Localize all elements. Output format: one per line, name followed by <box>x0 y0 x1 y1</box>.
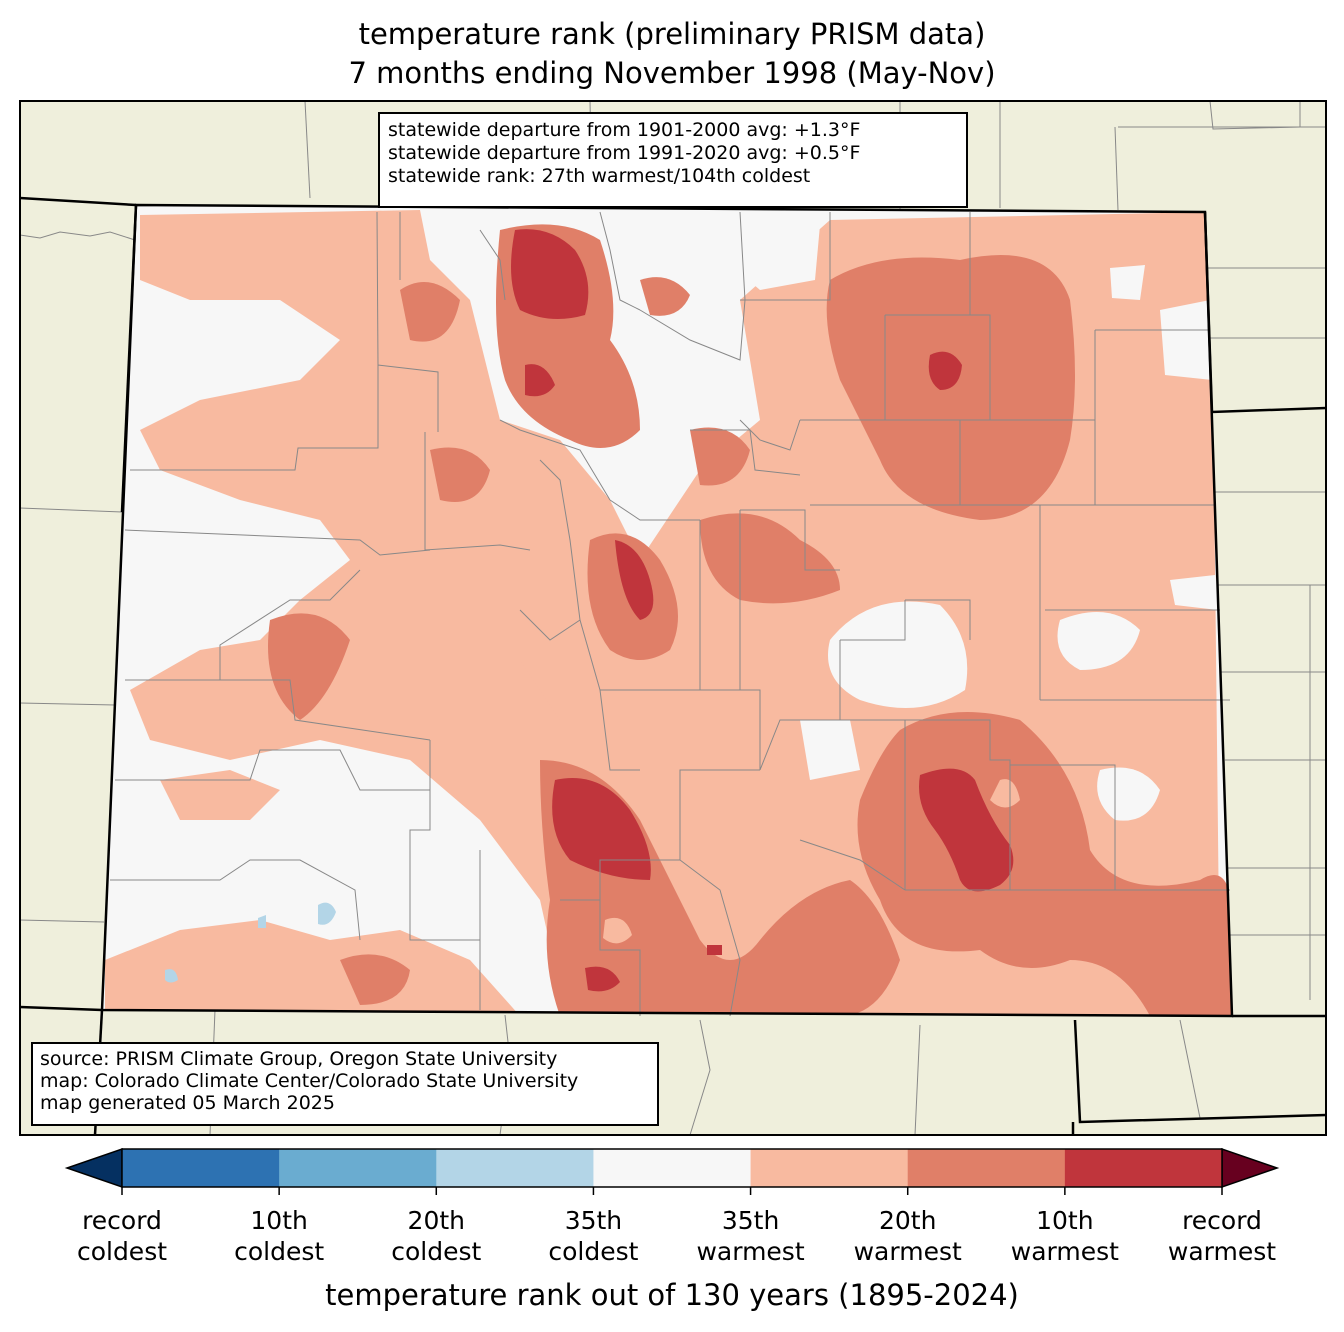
colorbar-segment <box>907 1149 1066 1187</box>
tick-label-line2: warmest <box>1010 1237 1119 1266</box>
colorbar-tick-label: 20th warmest <box>833 1205 983 1267</box>
tick-label-line1: 10th <box>250 1206 308 1235</box>
stats-departure-1901: statewide departure from 1901-2000 avg: … <box>388 119 861 141</box>
source-box: source: PRISM Climate Group, Oregon Stat… <box>31 1042 659 1126</box>
tick-label-line2: coldest <box>391 1237 482 1266</box>
colorbar-segment <box>122 1149 280 1187</box>
tick-label-line2: warmest <box>1167 1237 1277 1266</box>
tick-label-line2: coldest <box>76 1237 168 1266</box>
map-title-line1: temperature rank (preliminary PRISM data… <box>358 17 986 51</box>
colorbar-segment <box>593 1149 752 1187</box>
tick-label-line2: coldest <box>234 1237 325 1266</box>
colorbar-segment <box>279 1149 437 1187</box>
map-frame <box>19 100 1327 1136</box>
colorbar-tick-label: record coldest <box>47 1205 197 1267</box>
stats-departure-1991: statewide departure from 1991-2020 avg: … <box>388 142 861 164</box>
colorbar-border <box>121 1148 1223 1188</box>
colorbar-segment <box>1064 1149 1223 1187</box>
state-borders <box>20 196 1326 1135</box>
colorbar-tick-label: 10th coldest <box>204 1205 354 1267</box>
source-generated-date: map generated 05 March 2025 <box>40 1092 335 1114</box>
tick-label-line1: 20th <box>407 1206 466 1235</box>
tick-label-line1: record <box>82 1206 162 1235</box>
colorbar-title: temperature rank out of 130 years (1895-… <box>325 1278 1019 1312</box>
colorbar <box>64 1147 1280 1195</box>
rank-contours <box>102 205 1232 1016</box>
colorbar-under-arrow <box>64 1147 123 1189</box>
tick-label-line1: 35th <box>721 1206 780 1235</box>
stats-rank: statewide rank: 27th warmest/104th colde… <box>388 165 811 187</box>
tick-label-line1: record <box>1182 1206 1262 1235</box>
colorbar-segment <box>750 1149 909 1187</box>
tick-label-line2: warmest <box>853 1237 962 1266</box>
tick-label-line1: 10th <box>1036 1206 1094 1235</box>
tick-label-line1: 35th <box>564 1206 623 1235</box>
source-prism: source: PRISM Climate Group, Oregon Stat… <box>40 1048 558 1070</box>
map-title-line2: 7 months ending November 1998 (May-Nov) <box>348 56 996 90</box>
colorbar-tick-label: 20th coldest <box>361 1205 511 1267</box>
tick-label-line2: warmest <box>696 1237 805 1266</box>
colorbar-over-arrow <box>1221 1147 1280 1189</box>
tick-label-line1: 20th <box>878 1206 937 1235</box>
colorbar-tick-label: 35th coldest <box>518 1205 668 1267</box>
colorbar-segment <box>436 1149 594 1187</box>
colorbar-tick-label: 10th warmest <box>990 1205 1140 1267</box>
colorbar-tick-label: 35th warmest <box>676 1205 826 1267</box>
tick-label-line2: coldest <box>548 1237 639 1266</box>
source-map-credit: map: Colorado Climate Center/Colorado St… <box>40 1070 579 1092</box>
colorado-county-lines <box>110 211 1230 1017</box>
statewide-stats-box: statewide departure from 1901-2000 avg: … <box>378 112 968 208</box>
colorbar-tick-label: record warmest <box>1147 1205 1297 1267</box>
